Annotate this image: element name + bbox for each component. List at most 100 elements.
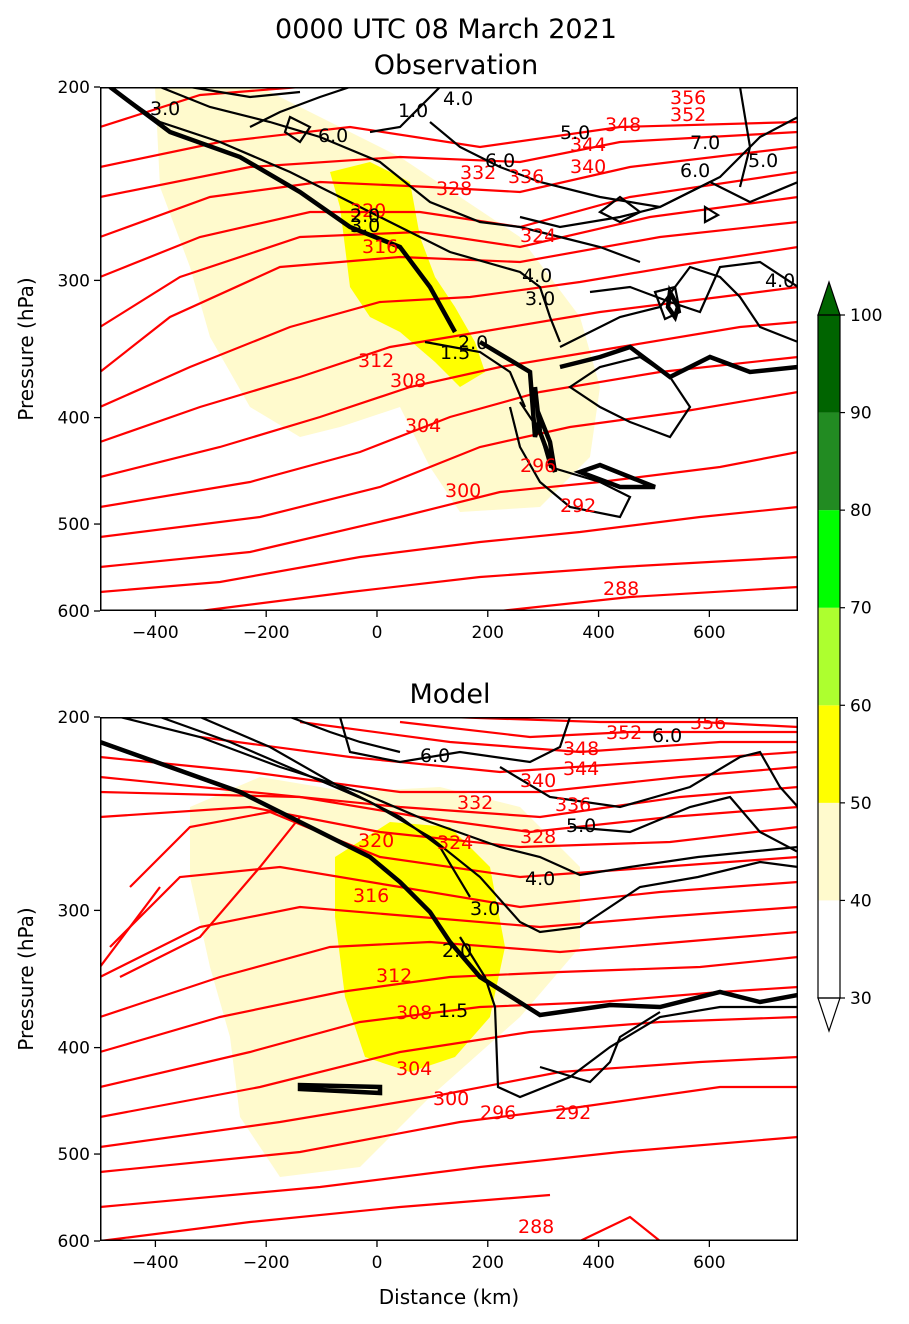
pv-contour (289, 717, 401, 754)
plot-frame (100, 717, 798, 1241)
colorbar-tick-label: 70 (850, 599, 872, 619)
x-tick-label: 400 (582, 1253, 614, 1273)
pv-contour (249, 87, 351, 128)
theta-contour (499, 585, 798, 611)
theta-contour (100, 1055, 798, 1149)
theta-label: 328 (520, 826, 556, 848)
theta-label: 324 (437, 832, 473, 854)
y-axis-label: Pressure (hPa) (14, 907, 38, 1050)
theta-label: 300 (433, 1088, 469, 1110)
pv-contour (338, 717, 572, 764)
theta-contour (299, 720, 798, 754)
x-tick-label: 400 (582, 623, 614, 643)
theta-contours (100, 87, 798, 611)
theta-contour (100, 390, 798, 539)
theta-label: 296 (480, 1102, 516, 1124)
theta-contour (100, 955, 798, 1054)
observation-plot-area: 356 352 348 344 340 336 332 328 324 320 … (100, 87, 798, 611)
theta-label: 324 (520, 225, 556, 247)
colorbar-extend-min (817, 997, 841, 1033)
theta-label: 312 (358, 350, 394, 372)
x-tick-label: 0 (372, 623, 383, 643)
theta-label: 328 (436, 178, 472, 200)
theta-label: 304 (396, 1058, 432, 1080)
theta-contours (100, 717, 798, 1241)
pv-contour (159, 87, 641, 264)
pv-contour (738, 87, 752, 188)
theta-label: 348 (605, 114, 641, 136)
theta-contour (100, 805, 798, 849)
theta-label: 304 (405, 415, 441, 437)
pv-contour-thick (478, 340, 558, 473)
theta-contour (119, 816, 301, 978)
theta-contour (100, 886, 161, 968)
theta-label: 320 (350, 200, 386, 222)
pv-contour-thick (573, 462, 656, 490)
theta-label: 340 (520, 770, 556, 792)
figure-title: 0000 UTC 08 March 2021 (275, 14, 617, 45)
pv-contour (459, 936, 798, 1099)
pv-label: 7.0 (690, 132, 720, 154)
pv-label: 3.0 (525, 288, 555, 310)
colorbar-segment (818, 607, 840, 706)
y-tick-label: 300 (58, 901, 90, 921)
theta-label: 312 (376, 965, 412, 987)
colorbar-tick-label: 100 (850, 306, 882, 326)
theta-contour (100, 220, 798, 373)
model-axes: −400 −200 0 200 400 600 200 300 400 500 600 Pressur… (14, 708, 726, 1309)
x-tick-label: −200 (243, 1253, 290, 1273)
pv-contour (199, 717, 471, 898)
colorbar-segment (818, 802, 840, 901)
y-tick-label: 200 (58, 708, 90, 728)
pv-label: 5.0 (566, 815, 596, 837)
theta-label: 332 (457, 792, 493, 814)
pv-contour (369, 87, 441, 134)
theta-label: 336 (508, 166, 544, 188)
model-panel: Model (14, 679, 798, 1309)
pv-label: 3.0 (350, 215, 380, 237)
theta-label: 356 (670, 87, 706, 109)
x-tick-label: −400 (132, 623, 179, 643)
pv-contour (119, 717, 798, 877)
x-axis-label: Distance (km) (379, 1285, 519, 1309)
x-tick-label: 200 (472, 1253, 504, 1273)
colorbar-tick-label: 60 (850, 696, 872, 716)
pv-contour (539, 1011, 661, 1084)
pv-contour (519, 180, 798, 229)
theta-contour (109, 865, 798, 948)
theta-contour (449, 717, 798, 729)
pv-contour (424, 340, 527, 408)
pv-label: 1.5 (440, 342, 470, 364)
colorbar-segment (818, 315, 840, 413)
theta-label: 300 (445, 480, 481, 502)
theta-label: 348 (563, 738, 599, 760)
colorbar-tick-label: 90 (850, 404, 872, 424)
theta-contour (100, 245, 798, 409)
theta-contour (100, 905, 798, 978)
pv-contour-thick (108, 87, 457, 334)
theta-label: 288 (603, 578, 639, 600)
theta-contour (199, 555, 798, 611)
theta-label: 292 (560, 495, 596, 517)
theta-contour (100, 87, 301, 129)
x-tick-label: 600 (693, 623, 725, 643)
theta-contour (100, 130, 798, 199)
y-tick-label: 500 (58, 1145, 90, 1165)
pv-contour (499, 750, 798, 809)
pv-label: 4.0 (522, 265, 552, 287)
pv-label: 3.0 (150, 98, 180, 120)
theta-contour (100, 450, 798, 569)
plot-frame (100, 87, 798, 611)
colorbar-tick-label: 40 (850, 891, 872, 911)
colorbar-tick-label: 50 (850, 794, 872, 814)
colorbar-tick-label: 30 (850, 989, 872, 1009)
theta-contour (100, 1015, 798, 1119)
x-tick-label: 200 (472, 623, 504, 643)
colorbar-tick-label: 80 (850, 501, 872, 521)
theta-contour (129, 810, 798, 888)
theta-label: 352 (670, 104, 706, 126)
theta-label: 356 (690, 712, 726, 734)
pv-label: 4.0 (525, 868, 555, 890)
pv-label: 6.0 (652, 725, 682, 747)
y-tick-label: 400 (58, 1039, 90, 1059)
